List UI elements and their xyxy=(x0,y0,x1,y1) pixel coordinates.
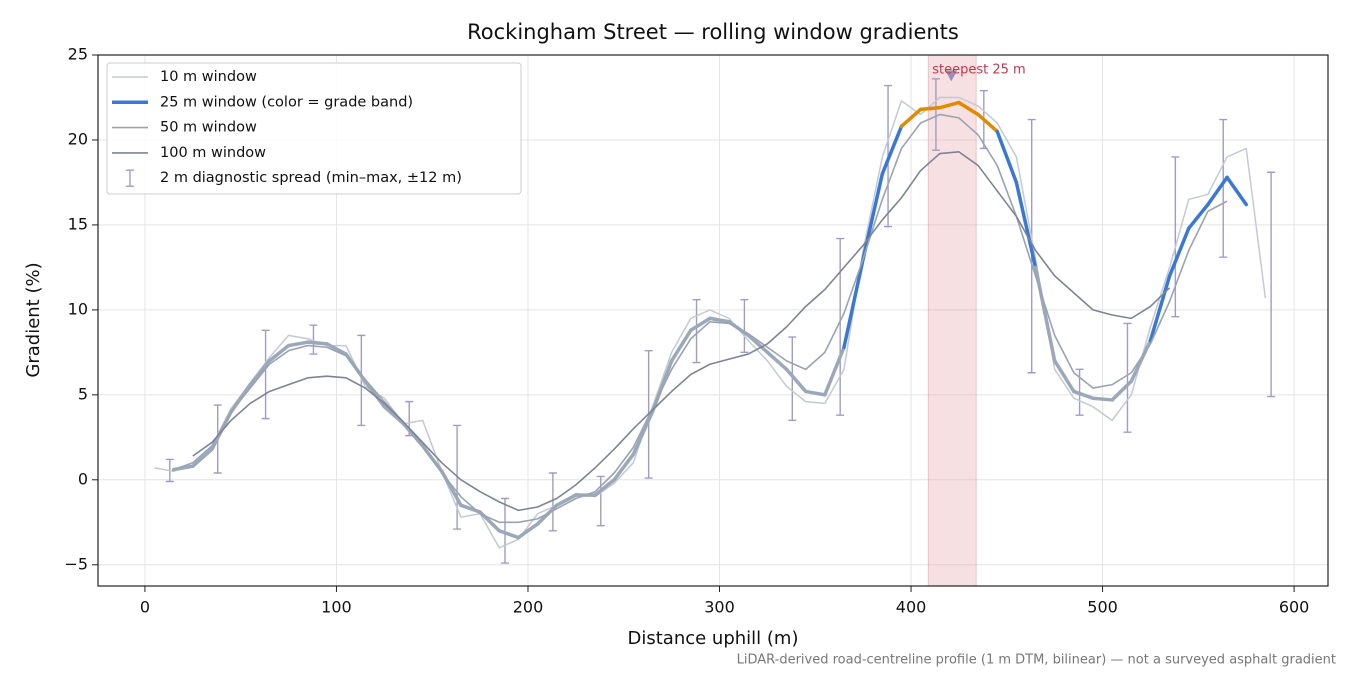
error-bar xyxy=(309,324,318,355)
line-segment xyxy=(918,105,942,112)
steepest-marker xyxy=(945,70,958,82)
line-segment xyxy=(842,257,865,350)
error-bar xyxy=(548,472,557,532)
line-segment xyxy=(861,172,885,261)
x-tick-label: 0 xyxy=(140,598,150,617)
line-segment xyxy=(516,522,540,540)
line-segment xyxy=(1014,180,1038,270)
line-segment xyxy=(995,129,1019,185)
line-segment xyxy=(976,112,999,134)
line-segment xyxy=(593,478,616,497)
error-bar xyxy=(740,298,749,354)
line-segment xyxy=(746,333,770,355)
line-segment xyxy=(1033,265,1057,363)
line-segment xyxy=(612,452,636,482)
line-segment xyxy=(554,493,578,508)
line-segment xyxy=(880,124,904,176)
error-bar xyxy=(692,298,701,364)
plot-frame xyxy=(97,54,1329,587)
line xyxy=(154,96,1267,549)
line-segment xyxy=(1167,226,1191,278)
x-axis-label: Distance uphill (m) xyxy=(628,628,799,649)
line-segment xyxy=(708,316,731,324)
line-segment xyxy=(248,359,272,387)
error-bar xyxy=(788,336,797,422)
error-bar xyxy=(500,497,509,564)
x-tick-label: 100 xyxy=(321,598,352,617)
line-segment xyxy=(1148,274,1172,343)
line-segment xyxy=(803,389,827,397)
x-tick-label: 600 xyxy=(1279,598,1310,617)
y-tick-label: 20 xyxy=(68,129,88,148)
legend-label: 10 m window xyxy=(160,69,257,85)
y-tick-label: −5 xyxy=(64,554,88,573)
y-axis-label: Gradient (%) xyxy=(23,262,44,377)
error-bar xyxy=(1219,118,1228,258)
legend-label: 2 m diagnostic spread (min–max, ±12 m) xyxy=(160,170,462,186)
line-segment xyxy=(784,367,808,394)
error-bar xyxy=(836,237,845,416)
line-segment xyxy=(765,350,789,372)
x-tick-label: 300 xyxy=(704,598,735,617)
error-bar xyxy=(261,329,270,420)
y-tick-label: 15 xyxy=(68,214,88,233)
error-bar xyxy=(1123,322,1132,433)
line-segment xyxy=(669,328,693,363)
x-tick-label: 500 xyxy=(1087,598,1118,617)
line-segment xyxy=(823,345,846,397)
line-segment xyxy=(689,316,712,333)
line-segment xyxy=(1072,389,1095,400)
line-segment xyxy=(1206,175,1229,207)
line-segment xyxy=(1225,175,1248,207)
y-tick-label: 5 xyxy=(78,384,88,403)
x-tick-label: 200 xyxy=(513,598,544,617)
line-segment xyxy=(382,404,406,426)
line-segment xyxy=(267,343,291,363)
line xyxy=(192,151,1171,512)
x-tick-label: 400 xyxy=(896,598,927,617)
line xyxy=(173,113,1228,524)
line-segment xyxy=(1091,396,1114,402)
line-segment xyxy=(497,529,521,540)
legend-swatch xyxy=(126,169,134,187)
line-segment xyxy=(1110,379,1134,402)
legend-box xyxy=(106,62,522,195)
y-tick-label: 25 xyxy=(68,45,88,64)
line-segment xyxy=(305,340,329,346)
line-segment xyxy=(1187,202,1210,231)
error-bar xyxy=(596,475,605,527)
legend-label: 50 m window xyxy=(160,120,257,136)
legend xyxy=(106,62,522,195)
legend-label: 25 m window (color = grade band) xyxy=(160,94,413,110)
line-segment xyxy=(325,342,348,356)
line-segment xyxy=(1052,359,1076,394)
annotation: steepest 25 m xyxy=(932,63,1025,78)
error-bar xyxy=(1171,156,1180,318)
y-tick-label: 10 xyxy=(68,299,88,318)
y-tick-label: 0 xyxy=(78,469,88,488)
line-segment xyxy=(631,410,655,457)
footnote: LiDAR-derived road-centreline profile (1… xyxy=(737,653,1336,668)
line-segment xyxy=(899,107,923,129)
line-segment xyxy=(286,340,310,348)
chart-title: Rockingham Street — rolling window gradi… xyxy=(467,20,959,44)
line-segment xyxy=(957,100,980,117)
error-bar xyxy=(357,334,366,427)
line-segment xyxy=(1129,338,1153,383)
line-segment xyxy=(363,379,387,409)
line-segment xyxy=(191,447,214,468)
line-segment xyxy=(938,100,961,110)
error-bar xyxy=(1267,171,1276,398)
error-bar xyxy=(931,78,940,151)
legend-label: 100 m window xyxy=(160,145,266,161)
